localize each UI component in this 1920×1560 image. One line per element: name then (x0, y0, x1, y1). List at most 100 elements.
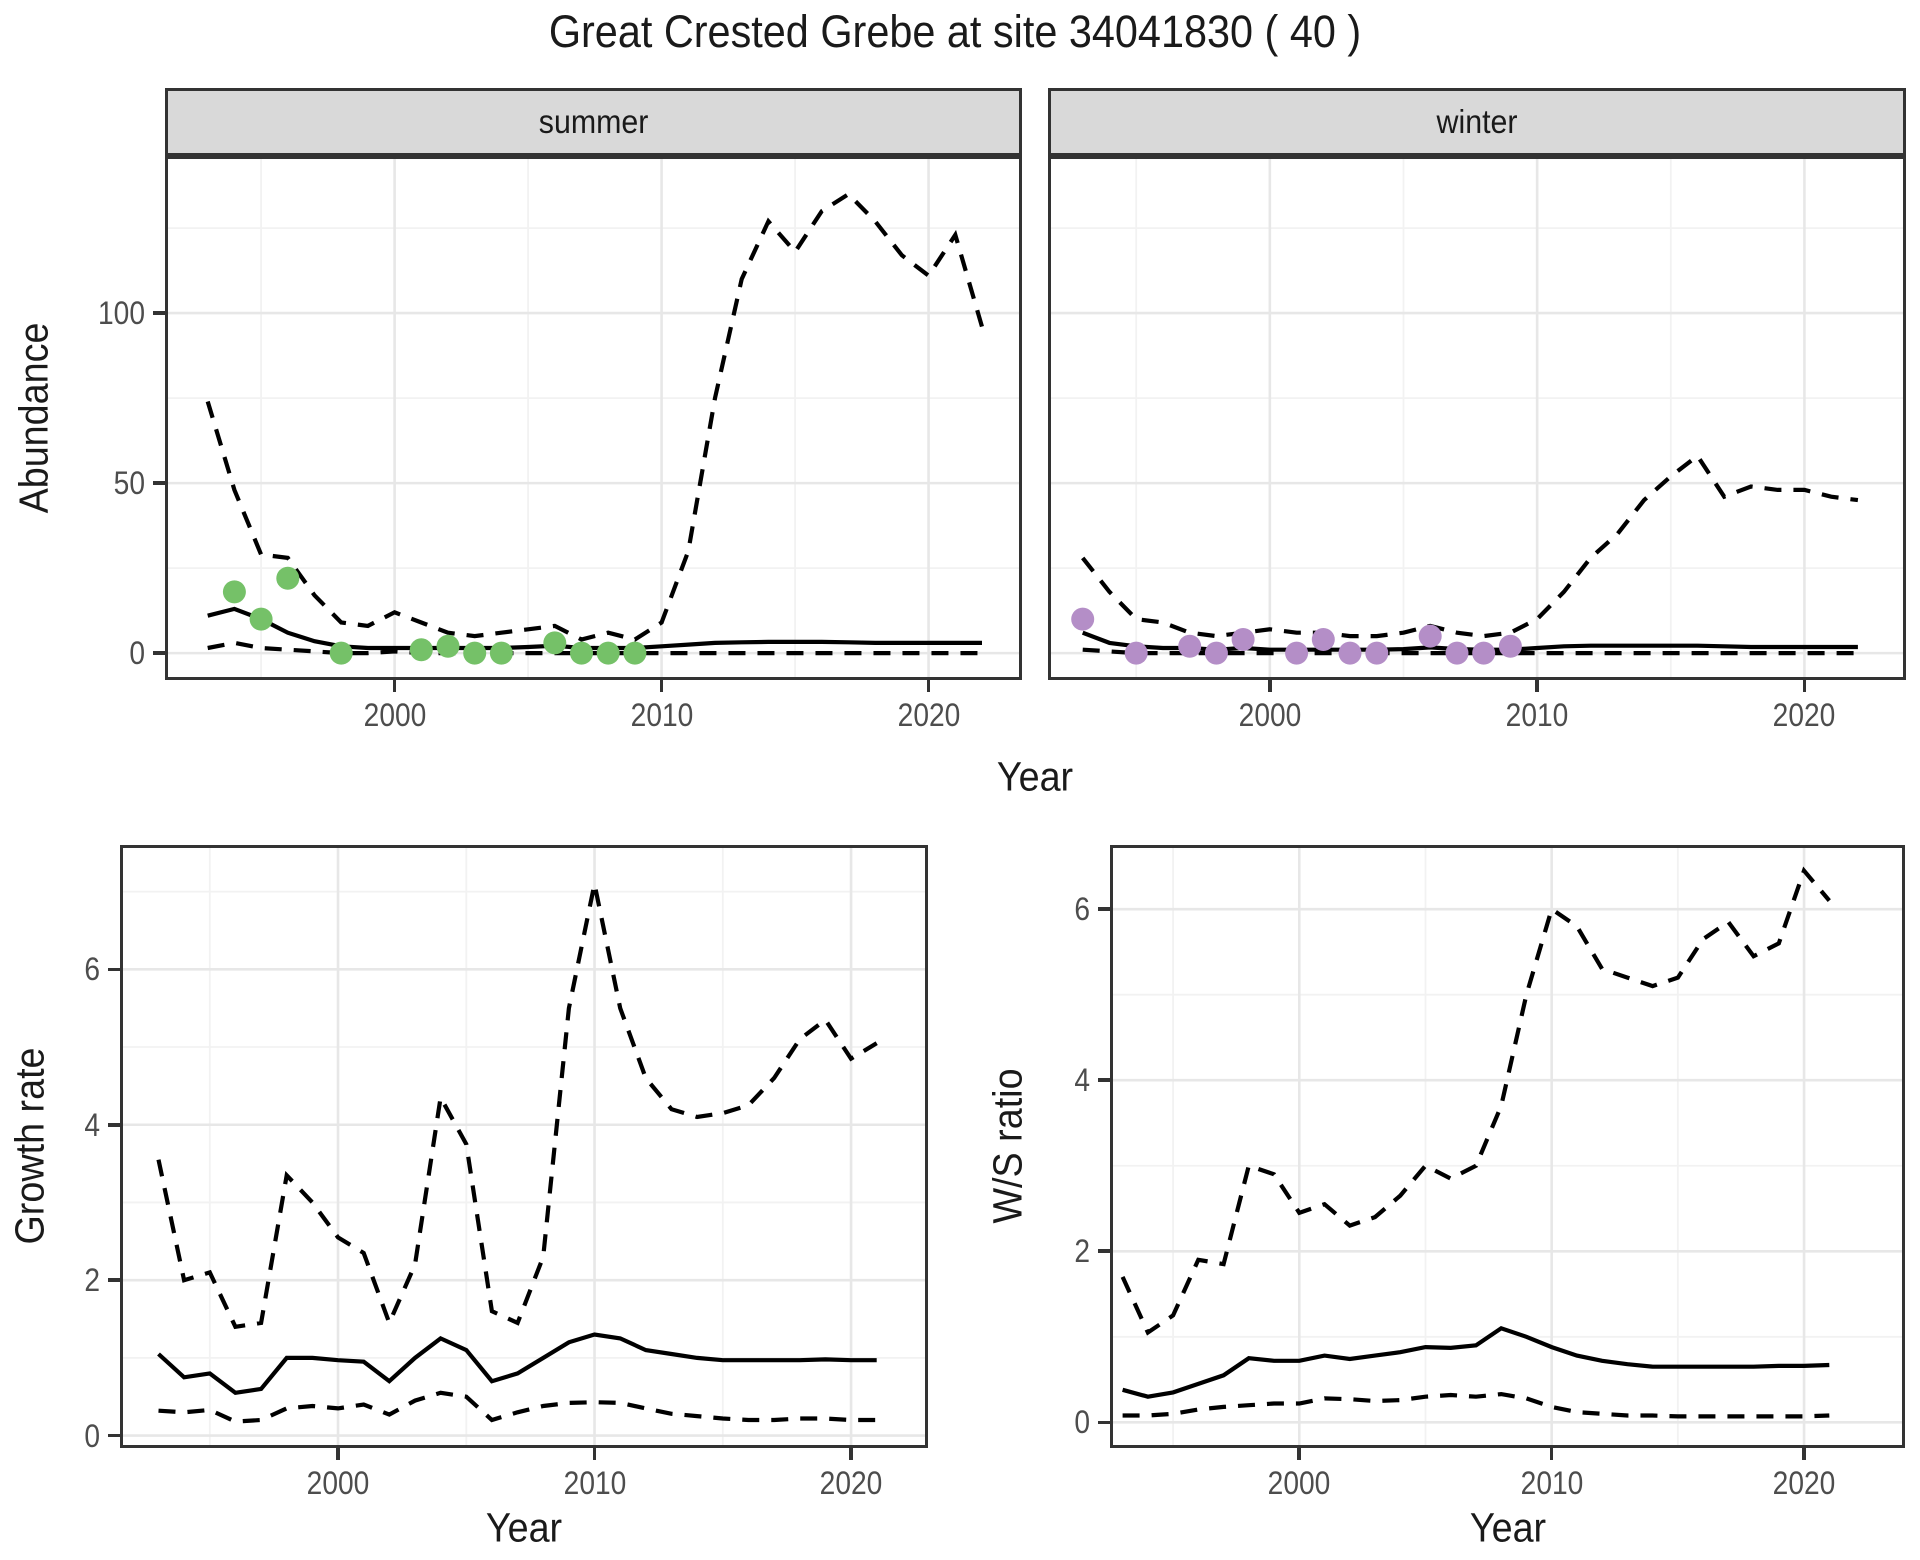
median-line (1122, 1325, 1830, 1399)
observed-point (1498, 634, 1522, 658)
panel-summer-abundance (165, 156, 1022, 680)
observed-point (1418, 624, 1442, 648)
observed-point (329, 641, 353, 665)
x-tick-label-winter: 2010 (1505, 697, 1569, 733)
upper-ci-line (205, 191, 985, 642)
x-tick-label-ws: 2000 (1267, 1465, 1331, 1501)
plot-area-winter (1048, 156, 1906, 680)
y-tick-label-ws: 4 (1074, 1062, 1090, 1099)
y-tick-mark-ws (1098, 1249, 1110, 1254)
panel-winter-abundance (1048, 156, 1906, 680)
y-tick-label-growth: 2 (84, 1262, 100, 1299)
facet-strip-label-summer: summer (538, 103, 649, 140)
observed-point (1285, 641, 1309, 665)
x-tick-label-growth: 2000 (306, 1465, 370, 1501)
panel-growth-rate (120, 845, 928, 1448)
y-tick-label-summer: 0 (129, 635, 145, 672)
observed-point (1311, 628, 1335, 651)
plot-area-summer (165, 156, 1022, 680)
y-tick-mark-growth (108, 967, 120, 972)
x-tick-label-summer: 2000 (363, 697, 426, 733)
x-tick-label-summer: 2020 (897, 697, 960, 733)
x-tick-label-winter: 2020 (1773, 697, 1836, 733)
x-tick-label-growth: 2020 (819, 1465, 883, 1501)
y-axis-title-growth-rate: Growth rate (6, 1047, 53, 1245)
y-tick-label-summer: 50 (113, 465, 145, 502)
x-tick-mark-ws (1549, 1448, 1554, 1460)
observed-point (543, 631, 567, 655)
panel-border (120, 845, 928, 1448)
y-tick-mark-growth (108, 1122, 120, 1127)
y-tick-mark-growth (108, 1433, 120, 1438)
y-tick-label-ws: 0 (1074, 1404, 1090, 1441)
x-tick-label-summer: 2010 (630, 697, 693, 733)
y-tick-mark-ws (1098, 1420, 1110, 1425)
y-tick-mark-summer (153, 311, 165, 315)
observed-point (1204, 641, 1228, 665)
y-tick-label-ws: 6 (1074, 891, 1090, 928)
facet-strip-summer: summer (165, 88, 1022, 156)
observed-point (1338, 641, 1362, 665)
observed-point (1472, 641, 1496, 665)
observed-point (436, 634, 460, 658)
observed-point (623, 641, 647, 665)
panel-border (1110, 845, 1905, 1448)
x-tick-label-winter: 2000 (1238, 697, 1302, 733)
x-tick-mark-ws (1297, 1448, 1302, 1460)
observed-point (570, 641, 593, 665)
y-tick-mark-summer (153, 481, 165, 485)
observed-point (276, 566, 300, 590)
observed-point (489, 641, 513, 665)
x-tick-mark-growth (336, 1448, 340, 1460)
panel-border (1048, 156, 1906, 680)
observed-point (463, 641, 487, 665)
x-tick-mark-winter (1268, 680, 1272, 692)
median-line (157, 1332, 877, 1396)
x-tick-label-growth: 2010 (563, 1465, 626, 1501)
x-tick-mark-summer (659, 680, 664, 692)
y-tick-label-ws: 2 (1074, 1233, 1090, 1270)
facet-strip-winter: winter (1048, 88, 1906, 156)
y-tick-label-growth: 6 (84, 951, 100, 988)
y-tick-mark-ws (1098, 1078, 1110, 1082)
lower-ci-line (1122, 1391, 1830, 1419)
y-tick-label-summer: 100 (98, 295, 145, 332)
lower-ci-line (158, 1390, 877, 1424)
x-axis-title-growth: Year (485, 1504, 563, 1551)
y-tick-label-growth: 4 (84, 1106, 100, 1143)
x-tick-mark-summer (392, 680, 397, 692)
x-tick-mark-winter (1802, 680, 1807, 692)
observed-point (1071, 607, 1095, 631)
panel-ws-ratio (1110, 845, 1905, 1448)
panel-border (165, 156, 1022, 680)
x-tick-mark-winter (1535, 680, 1539, 692)
observed-point (249, 607, 273, 631)
y-tick-label-growth: 0 (84, 1417, 100, 1454)
observed-point (409, 638, 433, 662)
x-tick-label-ws: 2010 (1520, 1465, 1583, 1501)
x-tick-mark-growth (592, 1448, 597, 1460)
upper-ci-line (156, 883, 878, 1330)
observed-point (1178, 634, 1202, 658)
observed-point (1445, 641, 1469, 665)
x-tick-mark-growth (849, 1448, 853, 1460)
y-axis-title-abundance: Abundance (10, 322, 57, 514)
upper-ci-line (1081, 452, 1859, 639)
observed-point (1365, 641, 1389, 665)
observed-point (596, 641, 620, 665)
plot-area-growth (120, 845, 928, 1448)
facet-strip-label-winter: winter (1436, 103, 1518, 140)
x-axis-title-top: Year (996, 753, 1074, 800)
plot-area-ws (1110, 845, 1905, 1448)
y-tick-mark-ws (1098, 907, 1110, 911)
x-tick-mark-summer (926, 680, 931, 692)
y-tick-mark-growth (108, 1278, 120, 1282)
median-line (207, 606, 982, 651)
y-tick-mark-summer (153, 651, 165, 655)
observed-point (1231, 628, 1255, 651)
x-axis-title-ws: Year (1469, 1504, 1547, 1551)
observed-point (1124, 641, 1148, 665)
x-tick-mark-ws (1802, 1448, 1806, 1460)
upper-ci-line (1120, 866, 1831, 1336)
